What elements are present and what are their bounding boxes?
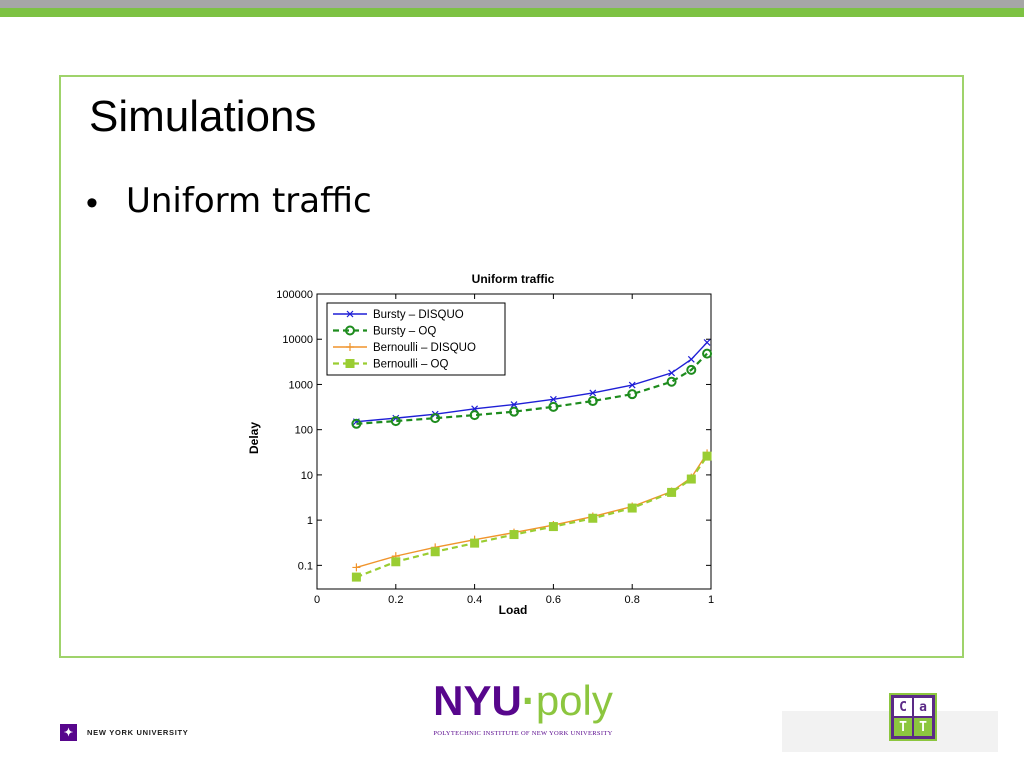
bullet-icon: •: [86, 184, 98, 222]
series-point-3: [702, 451, 712, 461]
series-point-0: [668, 369, 676, 377]
series-point-0: [589, 389, 597, 397]
catt-logo: C a T T: [889, 693, 937, 741]
series-line-1: [356, 352, 708, 425]
series-point-1: [430, 413, 441, 424]
x-tick-label: 0.2: [388, 594, 403, 606]
nyu-logo: ✦ NEW YORK UNIVERSITY: [60, 724, 189, 741]
y-tick-label: 10: [301, 470, 313, 482]
series-point-3: [430, 547, 440, 557]
top-gray-bar: [0, 0, 1024, 8]
delay-chart: Uniform traffic Load Delay 0 0.2 0.4 0.6 0.8…: [247, 272, 714, 617]
series-point-3: [351, 572, 361, 582]
x-tick-label: 0.4: [467, 594, 482, 606]
slide-title: Simulations: [89, 92, 317, 141]
series-point-0: [510, 401, 518, 408]
series-point-3: [509, 530, 519, 540]
series-point-1: [666, 376, 677, 387]
series-point-1: [587, 396, 598, 407]
series-point-0: [703, 338, 711, 346]
x-tick-label: 0: [314, 594, 320, 606]
poly-logo-dot: ·: [521, 677, 536, 724]
catt-letter-t1: T: [894, 718, 912, 736]
top-green-bar: [0, 8, 1024, 17]
poly-logo-poly: poly: [535, 677, 613, 724]
series-point-3: [470, 538, 480, 548]
x-tick-label: 0.8: [625, 594, 640, 606]
series-point-3: [627, 503, 637, 513]
series-point-1: [548, 401, 559, 412]
catt-letter-t2: T: [914, 718, 932, 736]
nyu-logo-text: NEW YORK UNIVERSITY: [87, 728, 189, 737]
series-point-3: [667, 487, 677, 497]
legend-label-0: Bursty – DISQUO: [373, 309, 464, 321]
y-axis-label: Delay: [247, 422, 261, 454]
legend-label-2: Bernoulli – DISQUO: [373, 342, 476, 354]
series-point-3: [548, 522, 558, 532]
series-point-3: [588, 513, 598, 523]
legend-marker-0: [346, 310, 354, 318]
y-tick-label: 1000: [289, 379, 313, 391]
catt-letter-c: C: [894, 698, 912, 716]
series-point-2: [352, 563, 361, 572]
series-point-0: [628, 381, 636, 389]
y-tick-label: 100000: [276, 289, 313, 301]
series-point-3: [686, 474, 696, 484]
series-point-1: [627, 389, 638, 400]
series-point-1: [686, 364, 697, 375]
legend-marker-3: [345, 359, 355, 368]
series-point-1: [509, 406, 519, 417]
series-point-1: [390, 416, 401, 427]
y-tick-label: 1: [307, 515, 313, 527]
x-tick-label: 1: [708, 594, 714, 606]
legend-label-1: Bursty – OQ: [373, 326, 436, 338]
nyu-poly-logo: NYU·poly POLYTECHNIC INSTITUTE OF NEW YO…: [423, 677, 623, 738]
series-point-0: [549, 395, 557, 403]
series-point-3: [391, 557, 401, 567]
series-point-1: [351, 418, 362, 429]
y-tick-label: 0.1: [298, 560, 313, 572]
legend-marker-2: [346, 343, 354, 351]
catt-letter-a: a: [914, 698, 932, 716]
plot-area: 0 0.2 0.4 0.6 0.8 1 0.1 1 10 100 1000 10000 100000 Bu…: [276, 289, 714, 606]
x-tick-label: 0.6: [546, 594, 561, 606]
nyu-torch-icon: ✦: [60, 724, 77, 741]
bullet-text: Uniform traffic: [126, 181, 372, 221]
chart-title: Uniform traffic: [472, 272, 555, 286]
content-frame: [59, 75, 964, 658]
legend-marker-1: [345, 325, 355, 336]
x-axis-label: Load: [499, 603, 528, 617]
poly-logo-nyu: NYU: [433, 677, 522, 724]
series-point-1: [702, 348, 713, 359]
legend-label-3: Bernoulli – OQ: [373, 359, 448, 371]
y-tick-label: 100: [295, 425, 313, 437]
series-point-0: [687, 355, 695, 363]
y-tick-label: 10000: [282, 334, 313, 346]
series-point-1: [469, 410, 480, 421]
poly-logo-subtitle: POLYTECHNIC INSTITUTE OF NEW YORK UNIVER…: [433, 730, 613, 737]
